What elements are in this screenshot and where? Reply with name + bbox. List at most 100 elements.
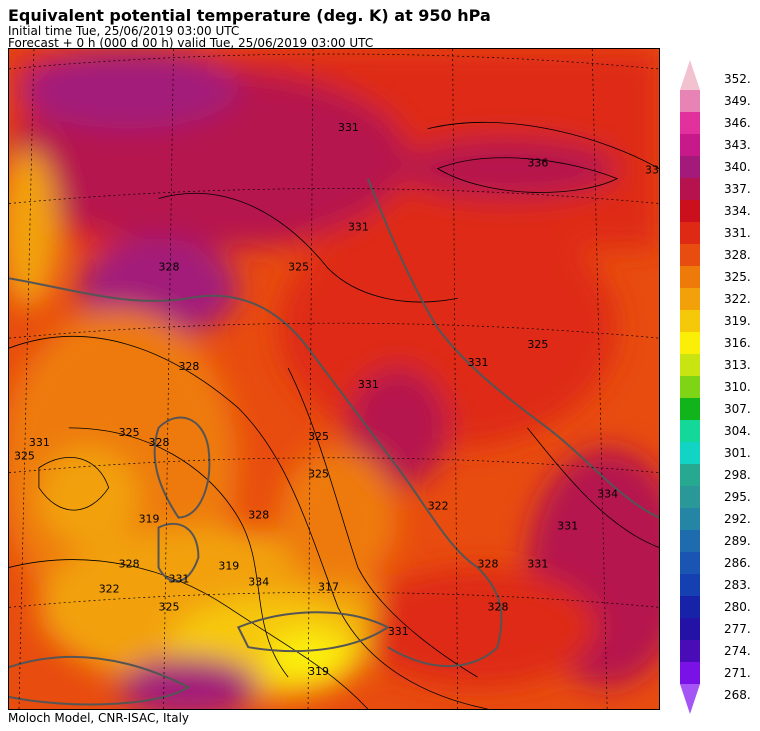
contour-label: 319 [308, 665, 329, 678]
contour-label: 328 [159, 260, 180, 273]
contour-label: 325 [119, 426, 140, 439]
temperature-field [9, 49, 659, 709]
colorbar-label: 328. [724, 248, 751, 262]
contour-label: 317 [318, 580, 339, 593]
contour-label: 325 [14, 450, 35, 463]
colorbar-swatch [680, 288, 700, 310]
colorbar-label: 310. [724, 380, 751, 394]
contour-label: 331 [527, 557, 548, 570]
colorbar-swatch [680, 552, 700, 574]
contour-label: 331 [348, 220, 369, 233]
contour-label: 334 [645, 164, 660, 177]
forecast-time: Forecast + 0 h (000 d 00 h) valid Tue, 2… [8, 36, 374, 50]
colorbar-label: 319. [724, 314, 751, 328]
colorbar-swatch [680, 310, 700, 332]
initial-time: Initial time Tue, 25/06/2019 03:00 UTC [8, 24, 240, 38]
colorbar-label: 349. [724, 94, 751, 108]
contour-label: 325 [288, 260, 309, 273]
colorbar-label: 334. [724, 204, 751, 218]
colorbar-swatch [680, 134, 700, 156]
colorbar-label: 280. [724, 600, 751, 614]
colorbar-label: 346. [724, 116, 751, 130]
coastlines [9, 178, 659, 706]
colorbar-swatch [680, 486, 700, 508]
contour-label: 331 [338, 121, 359, 134]
chart-title: Equivalent potential temperature (deg. K… [8, 6, 491, 25]
colorbar-label: 331. [724, 226, 751, 240]
colorbar-label: 277. [724, 622, 751, 636]
colorbar-label: 325. [724, 270, 751, 284]
colorbar-label: 271. [724, 666, 751, 680]
colorbar-label: 301. [724, 446, 751, 460]
contour-labels: 3313363343313253283253313313283253253283… [14, 121, 660, 678]
colorbar-label: 343. [724, 138, 751, 152]
contour-label: 331 [169, 572, 190, 585]
contour-label: 328 [178, 360, 199, 373]
colorbar-label: 295. [724, 490, 751, 504]
colorbar-swatch [680, 266, 700, 288]
contour-label: 334 [597, 488, 618, 501]
contour-label: 325 [527, 338, 548, 351]
colorbar-label: 286. [724, 556, 751, 570]
colorbar-swatch [680, 464, 700, 486]
colorbar-swatch [680, 662, 700, 684]
colorbar-label: 313. [724, 358, 751, 372]
colorbar-swatch [680, 60, 700, 90]
contour-label: 334 [248, 575, 269, 588]
contour-label: 331 [29, 436, 50, 449]
colorbar-label: 340. [724, 160, 751, 174]
colorbar-label: 322. [724, 292, 751, 306]
colorbar-swatch [680, 90, 700, 112]
contour-label: 328 [119, 557, 140, 570]
colorbar-swatch [680, 222, 700, 244]
colorbar-label: 283. [724, 578, 751, 592]
contour-label: 328 [478, 557, 499, 570]
colorbar-swatch [680, 178, 700, 200]
colorbar-swatch [680, 596, 700, 618]
colorbar-swatch [680, 376, 700, 398]
colorbar-label: 304. [724, 424, 751, 438]
colorbar-swatch [680, 442, 700, 464]
colorbar-swatch [680, 332, 700, 354]
colorbar-swatch [680, 112, 700, 134]
contour-label: 325 [308, 430, 329, 443]
contour-label: 328 [149, 436, 170, 449]
model-credit: Moloch Model, CNR-ISAC, Italy [8, 711, 190, 725]
contour-label: 319 [139, 513, 160, 526]
colorbar-swatch [680, 684, 700, 714]
colorbar-label: 316. [724, 336, 751, 350]
colorbar-labels: 352. 349. 346. 343. 340. 337. 334. 331. 328. 325.… [724, 72, 751, 702]
colorbar-swatch [680, 156, 700, 178]
colorbar-swatch [680, 618, 700, 640]
contour-lines [9, 121, 659, 709]
contour-label: 336 [527, 157, 548, 170]
contour-label: 322 [99, 582, 120, 595]
contour-label: 328 [488, 600, 509, 613]
colorbar-label: 307. [724, 402, 751, 416]
colorbar-swatch [680, 200, 700, 222]
contour-label: 328 [248, 509, 269, 522]
temperature-map: 3313363343313253283253313313283253253283… [8, 48, 660, 710]
colorbar-swatch [680, 420, 700, 442]
colorbar-label: 268. [724, 688, 751, 702]
contour-label: 331 [468, 356, 489, 369]
colorbar-label: 292. [724, 512, 751, 526]
colorbar-label: 274. [724, 644, 751, 658]
colorbar-swatch [680, 574, 700, 596]
colorbar-swatch [680, 398, 700, 420]
contour-label: 331 [557, 520, 578, 533]
contour-label: 331 [388, 625, 409, 638]
contour-label: 325 [159, 600, 180, 613]
graticule [9, 49, 659, 709]
colorbar-label: 298. [724, 468, 751, 482]
colorbar-label: 352. [724, 72, 751, 86]
colorbar-legend: 352. 349. 346. 343. 340. 337. 334. 331. 328. 325.… [680, 60, 751, 714]
colorbar-swatch [680, 640, 700, 662]
contour-label: 331 [358, 378, 379, 391]
colorbar-swatch [680, 530, 700, 552]
contour-label: 322 [428, 500, 449, 513]
contour-label: 319 [218, 559, 239, 572]
colorbar-swatch [680, 354, 700, 376]
colorbar-swatches [680, 60, 700, 714]
colorbar-label: 337. [724, 182, 751, 196]
